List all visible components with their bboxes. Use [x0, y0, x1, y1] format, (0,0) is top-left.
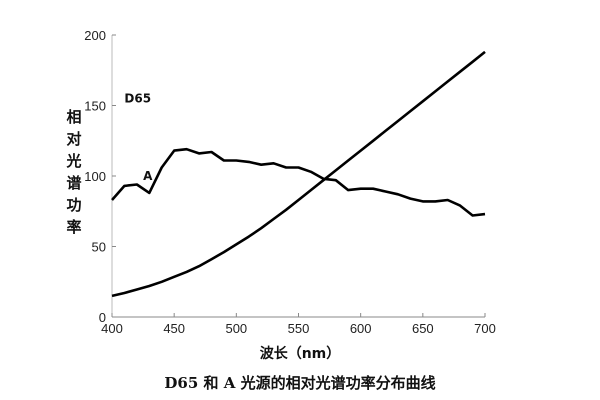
y-axis-label: 相对光谱功率: [65, 108, 81, 236]
data-lines: [111, 50, 486, 298]
y-tick-label: 200: [84, 28, 106, 43]
x-tick-label: 600: [350, 321, 372, 336]
y-tick-label: 0: [99, 310, 106, 325]
x-axis-label: 波长（nm）: [260, 345, 341, 362]
y-tick-label: 50: [92, 240, 106, 255]
series-line-d65: [111, 50, 486, 298]
series-line-a: [111, 147, 486, 217]
x-tick-label: 400: [101, 321, 123, 336]
x-tick-label: 700: [474, 321, 496, 336]
x-tick-label: 450: [163, 321, 185, 336]
x-tick-label: 500: [225, 321, 247, 336]
y-axis-label-char: 谱: [66, 174, 81, 192]
x-tick-label: 550: [288, 321, 310, 336]
y-axis-label-char: 率: [66, 218, 81, 236]
y-axis-label-char: 功: [66, 196, 81, 214]
y-axis-label-char: 对: [66, 130, 81, 148]
y-axis-label-char: 相: [66, 108, 81, 126]
y-tick-label: 150: [84, 99, 106, 114]
chart-title: D65 和 A 光源的相对光谱功率分布曲线: [164, 374, 435, 392]
series-label-a: A: [143, 169, 153, 183]
x-tick-label: 650: [412, 321, 434, 336]
axes: 400 450 500 550 600 650 700 0 50 100 150 200: [84, 28, 496, 336]
y-axis-label-char: 光: [65, 152, 81, 170]
y-tick-label: 100: [84, 169, 106, 184]
series-label-d65: D65: [124, 92, 151, 106]
